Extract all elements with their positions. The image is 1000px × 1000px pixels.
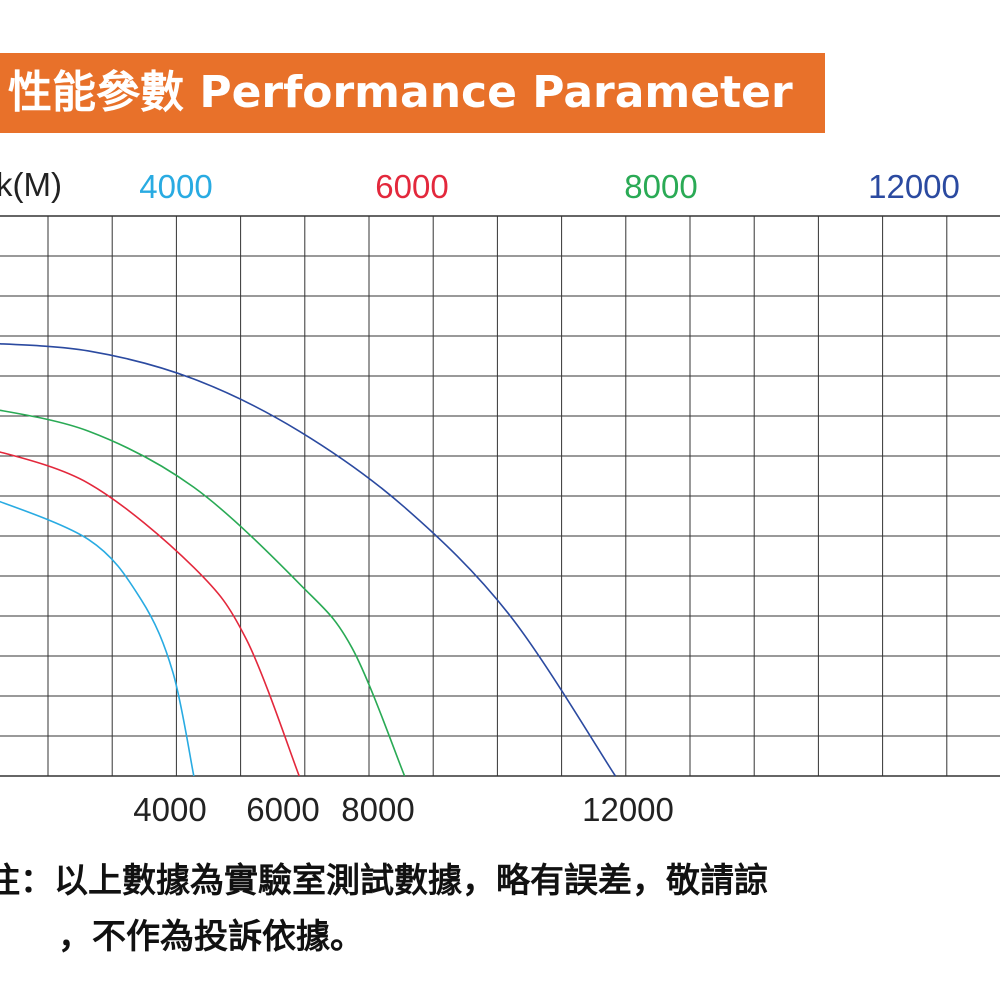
series-line-8000: [0, 409, 406, 777]
x-tick-label-8000: 8000: [341, 791, 415, 828]
note-line-2: ，不作為投訴依據。: [58, 917, 364, 957]
x-tick-label-12000: 12000: [582, 791, 674, 828]
legend-entry-8000: 8000: [624, 168, 698, 205]
note-line-1: 注：以上數據為實驗室測試數據，略有誤差，敬請諒: [0, 861, 768, 901]
x-tick-label-4000: 4000: [133, 791, 207, 828]
legend-entry-6000: 6000: [375, 168, 449, 205]
legend-entry-12000: 12000: [868, 168, 960, 205]
series-line-4000: [0, 500, 195, 777]
series-line-12000: [0, 343, 617, 777]
x-tick-label-6000: 6000: [246, 791, 320, 828]
grid: [0, 215, 1000, 777]
y-unit-label: k(M): [0, 166, 62, 203]
series-line-6000: [0, 451, 300, 777]
title-banner: 性能參數 Performance Parameter: [0, 53, 825, 133]
legend-entry-4000: 4000: [139, 168, 213, 205]
chart-title: 性能參數 Performance Parameter: [8, 67, 793, 118]
